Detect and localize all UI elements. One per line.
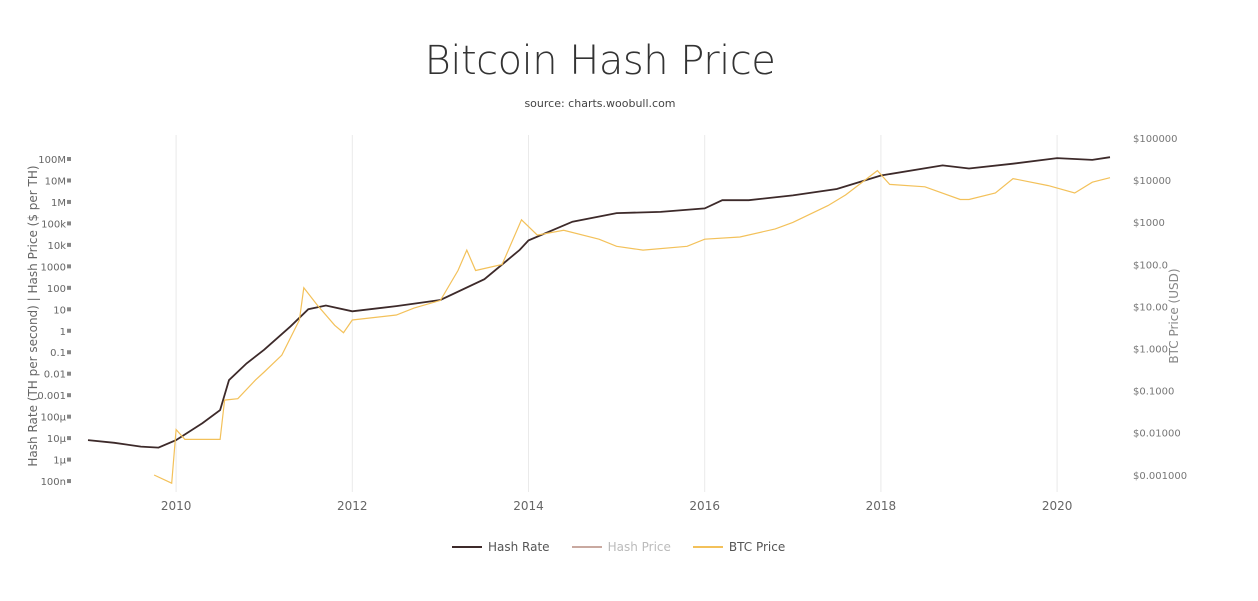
legend: Hash Rate Hash Price BTC Price <box>452 540 785 554</box>
y-left-tick-label: 10M <box>45 176 66 187</box>
series-line-hash-rate <box>87 156 1111 449</box>
y-right-tick-label: $1.000 <box>1133 345 1168 356</box>
y-left-tick-label: 1M <box>51 198 66 209</box>
legend-item-btc-price[interactable]: BTC Price <box>692 540 786 554</box>
y-left-tick-label: 100 <box>47 284 66 295</box>
tick-marker <box>67 414 71 419</box>
y-left-tick-label: 100n <box>41 477 66 488</box>
y-left-tick-label: 100M <box>38 155 66 166</box>
x-tick-label: 2020 <box>1042 499 1073 513</box>
legend-item-hash-price[interactable]: Hash Price <box>571 540 671 554</box>
legend-swatch <box>692 546 723 548</box>
y-right-tick-label: $10000 <box>1133 176 1171 187</box>
tick-marker <box>67 264 71 269</box>
chart-subtitle: source: charts.woobull.com <box>524 97 676 110</box>
y-right-tick-label: $10.00 <box>1133 302 1168 313</box>
y-right-label: BTC Price (USD) <box>1167 268 1181 363</box>
tick-marker <box>67 221 71 226</box>
y-left-tick-label: 0.1 <box>50 348 66 359</box>
chart-title: Bitcoin Hash Price <box>424 38 776 84</box>
x-tick-label: 2014 <box>513 499 544 513</box>
y-right-tick-label: $0.01000 <box>1133 429 1181 440</box>
tick-marker <box>67 285 71 290</box>
tick-marker <box>67 371 71 376</box>
legend-label: Hash Price <box>607 540 671 554</box>
y-left-tick-label: 10 <box>53 305 66 316</box>
x-tick-label: 2018 <box>866 499 897 513</box>
legend-swatch <box>452 546 482 548</box>
tick-marker <box>67 157 71 161</box>
tick-marker <box>67 178 71 183</box>
x-tick-label: 2012 <box>337 499 368 513</box>
y-right-tick-label: $1000 <box>1133 218 1165 229</box>
y-left-tick-label: 1µ <box>53 456 66 467</box>
y-left-tick-label: 10k <box>47 241 66 252</box>
y-left-tick-label: 10µ <box>47 434 67 445</box>
y-left-tick-label: 100k <box>41 219 66 230</box>
x-tick-label: 2010 <box>161 499 192 513</box>
y-left-tick-label: 1 <box>60 327 66 338</box>
legend-label: Hash Rate <box>488 540 550 554</box>
y-right-tick-label: $100000 <box>1133 134 1178 145</box>
tick-marker <box>67 242 71 247</box>
y-left-label: Hash Rate (TH per second) | Hash Price (… <box>26 165 40 466</box>
y-left-tick-label: 0.01 <box>44 370 66 381</box>
x-tick-label: 2016 <box>689 499 720 513</box>
y-right-tick-label: $0.001000 <box>1133 471 1187 482</box>
tick-marker <box>67 436 71 441</box>
tick-marker <box>67 350 71 355</box>
y-right-tick-label: $100.0 <box>1133 260 1168 271</box>
legend-item-hash-rate[interactable]: Hash Rate <box>452 540 550 554</box>
y-left-tick-label: 0.001 <box>37 391 66 402</box>
legend-label: BTC Price <box>728 540 786 554</box>
tick-marker <box>67 307 71 312</box>
series-line-btc-price <box>153 169 1111 485</box>
tick-marker <box>67 393 71 398</box>
legend-swatch <box>571 546 602 548</box>
y-right-tick-label: $0.1000 <box>1133 387 1174 398</box>
y-left-tick-label: 1000 <box>41 262 66 273</box>
tick-marker <box>67 457 71 462</box>
tick-marker <box>67 199 71 204</box>
tick-marker <box>67 479 71 484</box>
tick-marker <box>67 328 71 333</box>
y-left-tick-label: 100µ <box>41 413 67 424</box>
